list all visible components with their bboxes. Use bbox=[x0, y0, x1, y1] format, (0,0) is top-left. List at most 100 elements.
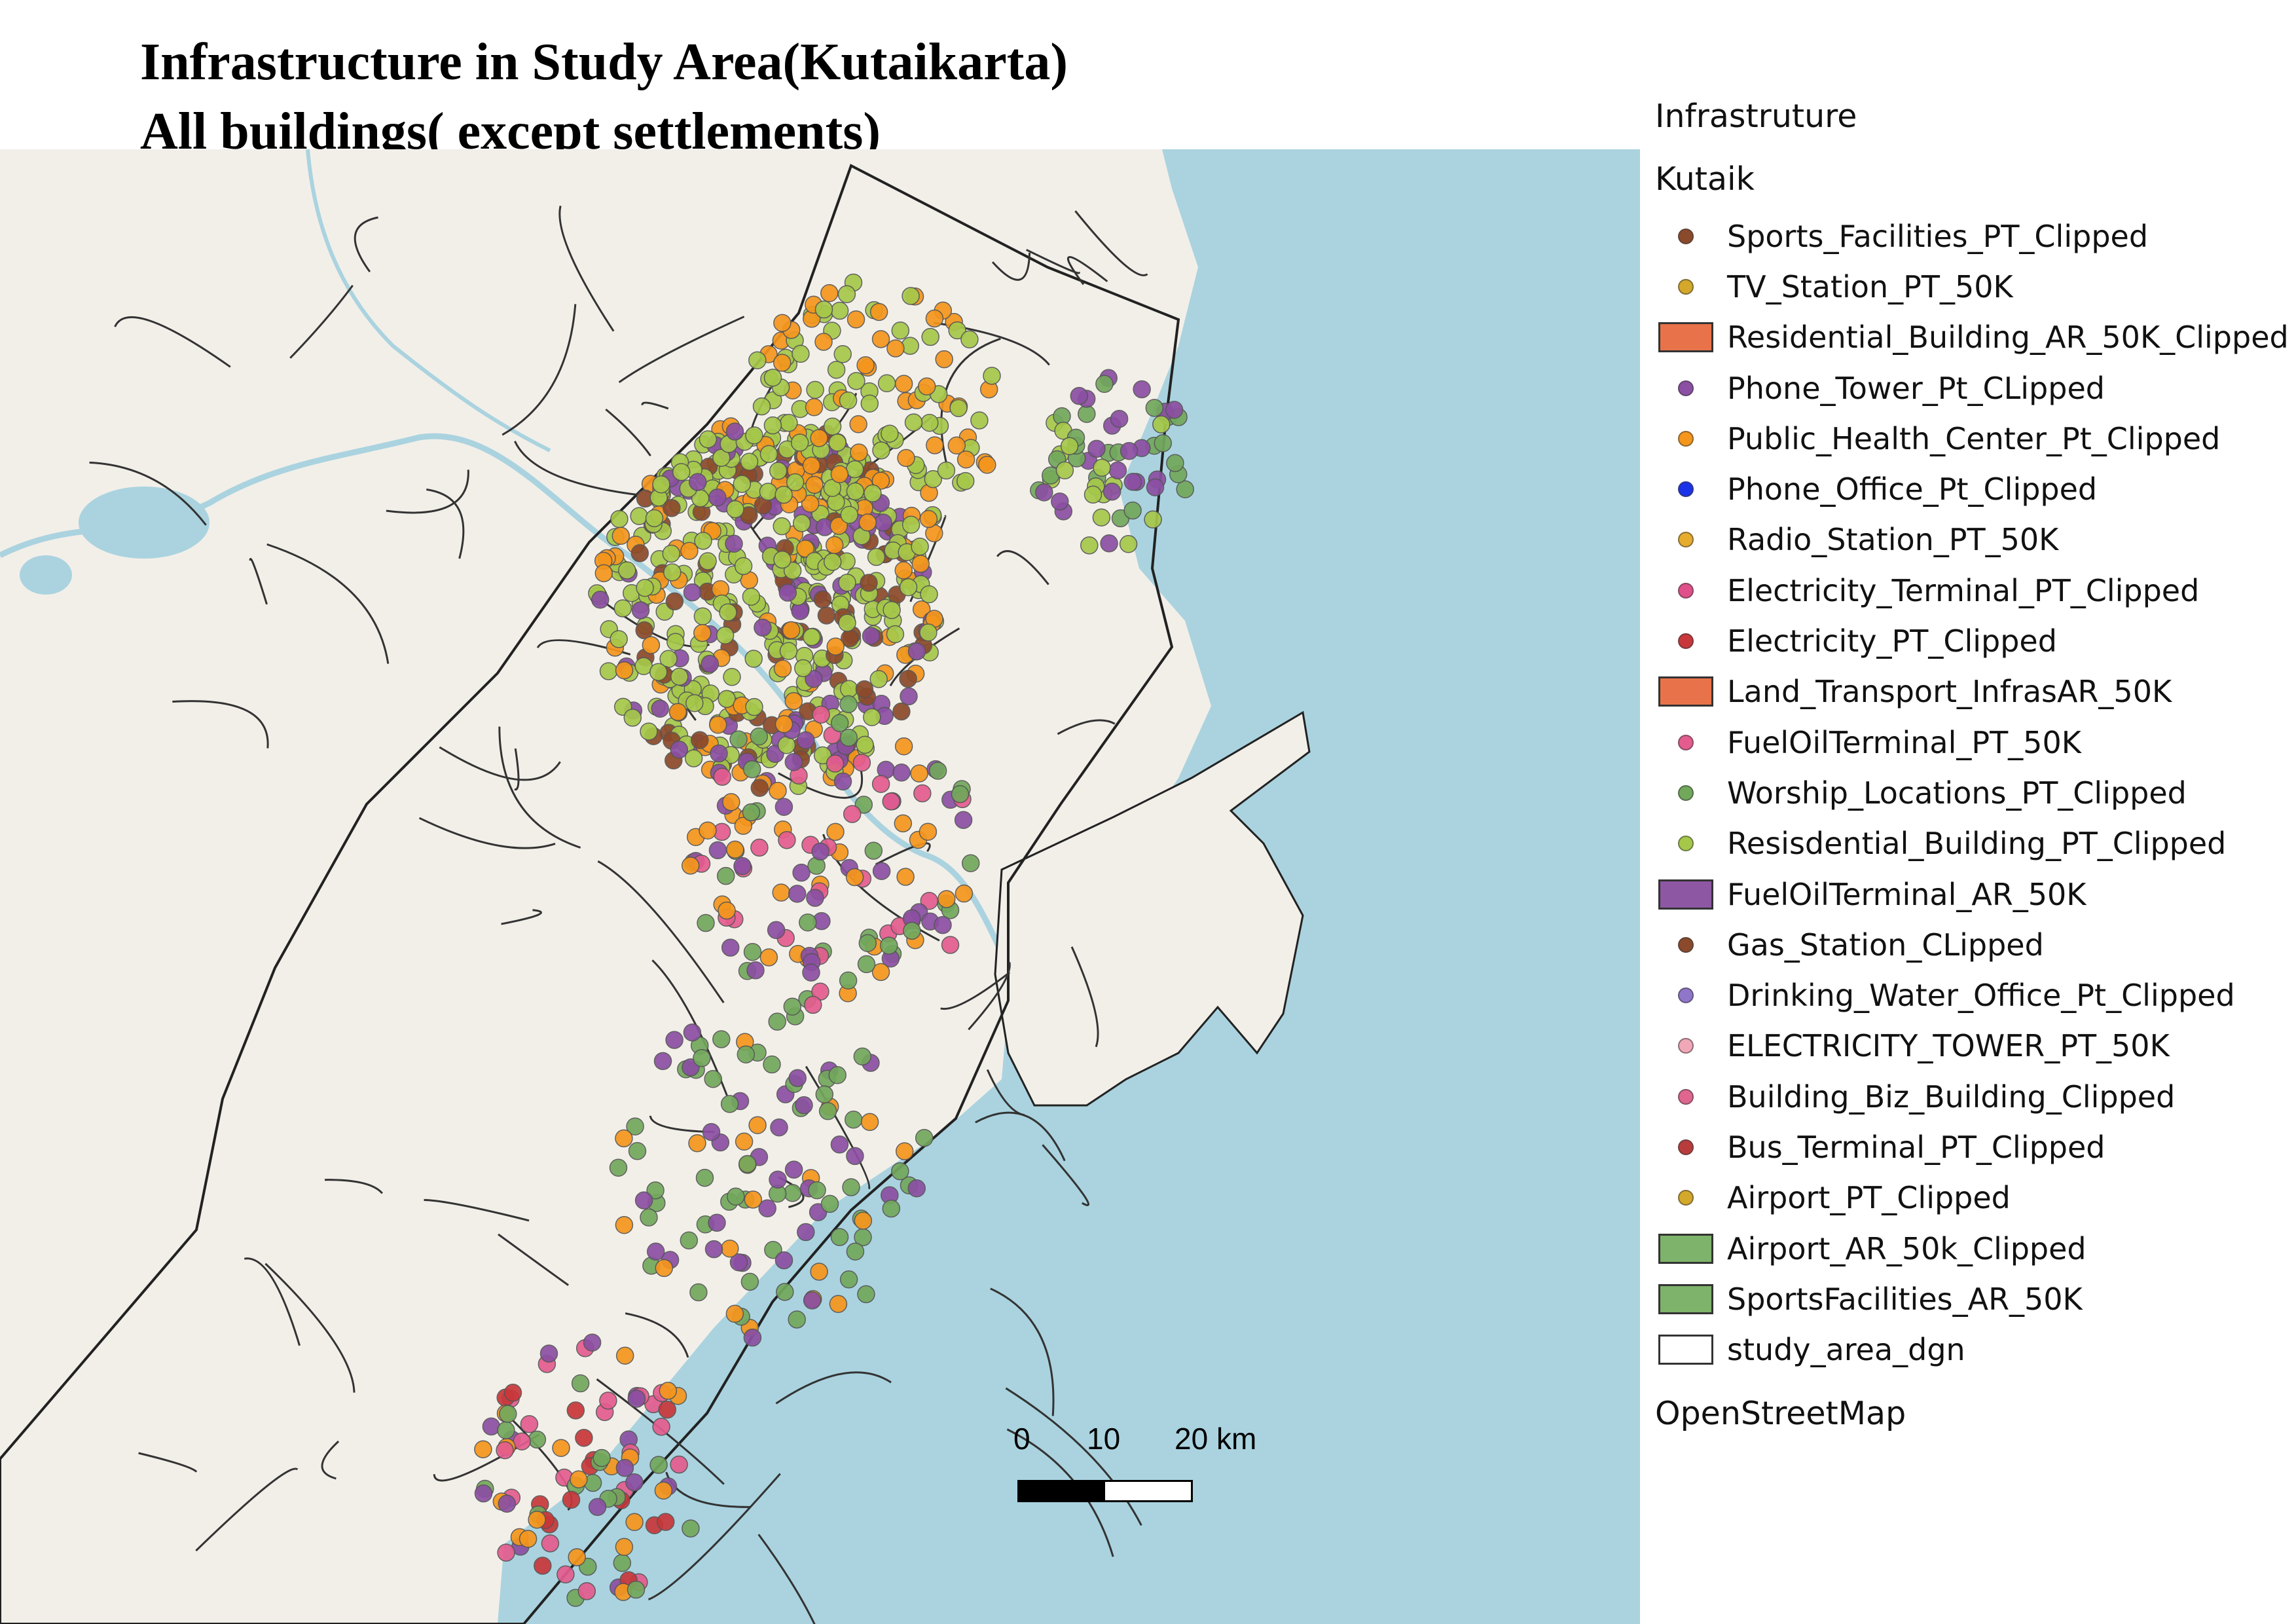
infrastructure-point bbox=[855, 680, 874, 699]
infrastructure-point bbox=[820, 1194, 839, 1213]
infrastructure-point bbox=[864, 484, 882, 503]
infrastructure-point bbox=[803, 1291, 822, 1310]
infrastructure-point bbox=[733, 857, 752, 876]
infrastructure-point bbox=[591, 591, 610, 609]
infrastructure-point bbox=[520, 1414, 539, 1433]
infrastructure-point bbox=[615, 1346, 634, 1365]
infrastructure-point bbox=[699, 552, 717, 570]
infrastructure-point bbox=[767, 921, 786, 940]
infrastructure-point bbox=[842, 1178, 860, 1196]
infrastructure-point bbox=[497, 1543, 515, 1562]
infrastructure-point bbox=[773, 659, 792, 678]
infrastructure-point bbox=[886, 339, 905, 358]
infrastructure-point bbox=[863, 708, 881, 726]
boundary-line bbox=[244, 1257, 301, 1346]
infrastructure-point bbox=[839, 971, 858, 990]
boundary-line bbox=[498, 1233, 570, 1286]
infrastructure-point bbox=[683, 583, 702, 602]
infrastructure-point bbox=[769, 1170, 787, 1189]
infrastructure-point bbox=[575, 1428, 593, 1447]
study-area-outline bbox=[0, 164, 1180, 1624]
legend-item-label: Gas_Station_CLipped bbox=[1727, 927, 2044, 963]
infrastructure-point bbox=[742, 803, 761, 822]
infrastructure-point bbox=[663, 563, 682, 581]
boundary-line bbox=[996, 550, 1049, 585]
infrastructure-point bbox=[913, 784, 932, 803]
infrastructure-point bbox=[613, 599, 632, 618]
infrastructure-point bbox=[882, 792, 900, 811]
infrastructure-point bbox=[570, 1470, 588, 1488]
infrastructure-point bbox=[882, 1199, 901, 1218]
infrastructure-point bbox=[847, 372, 866, 390]
infrastructure-point bbox=[806, 889, 824, 907]
infrastructure-point bbox=[860, 1113, 879, 1132]
infrastructure-point bbox=[1166, 454, 1184, 472]
infrastructure-point bbox=[856, 735, 874, 754]
infrastructure-point bbox=[654, 1481, 673, 1500]
infrastructure-point bbox=[823, 553, 842, 571]
infrastructure-point bbox=[684, 749, 703, 767]
infrastructure-point bbox=[895, 1142, 914, 1160]
infrastructure-point bbox=[681, 857, 700, 875]
infrastructure-point bbox=[917, 377, 936, 396]
infrastructure-point bbox=[748, 351, 767, 369]
infrastructure-point bbox=[828, 434, 847, 452]
infrastructure-point bbox=[680, 1231, 699, 1249]
boundary-line bbox=[778, 1176, 805, 1208]
infrastructure-point bbox=[782, 621, 801, 640]
infrastructure-point bbox=[826, 822, 845, 841]
infrastructure-point bbox=[815, 1085, 834, 1103]
infrastructure-point bbox=[960, 330, 979, 349]
infrastructure-point bbox=[805, 670, 823, 688]
infrastructure-point bbox=[788, 1310, 806, 1329]
infrastructure-point bbox=[571, 1374, 590, 1393]
infrastructure-point bbox=[896, 868, 915, 886]
infrastructure-point bbox=[846, 482, 865, 501]
infrastructure-point bbox=[938, 890, 956, 908]
infrastructure-point bbox=[891, 1162, 909, 1181]
infrastructure-point bbox=[954, 811, 973, 829]
infrastructure-point bbox=[813, 746, 832, 765]
area-swatch-icon bbox=[1658, 879, 1713, 910]
infrastructure-point bbox=[829, 1295, 848, 1314]
infrastructure-point bbox=[1080, 536, 1099, 555]
boundary-line bbox=[991, 252, 1031, 281]
infrastructure-point bbox=[752, 397, 771, 416]
infrastructure-point bbox=[689, 1283, 708, 1302]
infrastructure-point bbox=[719, 603, 737, 621]
infrastructure-point bbox=[788, 885, 807, 903]
boundary-line bbox=[757, 1534, 816, 1624]
river-tributary bbox=[306, 149, 551, 452]
infrastructure-point bbox=[838, 614, 856, 632]
infrastructure-point bbox=[704, 1240, 723, 1259]
infrastructure-point bbox=[701, 655, 720, 673]
infrastructure-point bbox=[695, 1168, 714, 1187]
infrastructure-point bbox=[915, 1128, 934, 1147]
legend-item-label: Building_Biz_Building_Clipped bbox=[1727, 1079, 2176, 1115]
infrastructure-point bbox=[924, 470, 943, 489]
legend-item: FuelOilTerminal_PT_50K bbox=[1655, 717, 2284, 767]
infrastructure-point bbox=[826, 754, 845, 773]
infrastructure-point bbox=[796, 731, 815, 750]
infrastructure-point bbox=[784, 1160, 803, 1179]
boundary-line bbox=[172, 700, 269, 748]
map-svg[interactable] bbox=[0, 149, 1640, 1624]
infrastructure-point bbox=[892, 702, 911, 721]
infrastructure-point bbox=[474, 1440, 492, 1458]
infrastructure-point bbox=[806, 380, 824, 399]
infrastructure-point bbox=[858, 513, 877, 532]
infrastructure-point bbox=[712, 449, 731, 467]
infrastructure-point bbox=[634, 1191, 653, 1209]
infrastructure-point bbox=[784, 692, 803, 710]
infrastructure-point bbox=[792, 344, 810, 363]
infrastructure-point bbox=[826, 637, 845, 656]
map-canvas[interactable] bbox=[0, 149, 1640, 1624]
infrastructure-point bbox=[850, 443, 868, 462]
infrastructure-point bbox=[1119, 535, 1138, 553]
infrastructure-point bbox=[956, 471, 975, 490]
infrastructure-point bbox=[899, 669, 917, 688]
infrastructure-point bbox=[682, 1519, 700, 1538]
boundary-line bbox=[501, 909, 542, 925]
infrastructure-point bbox=[534, 1557, 552, 1575]
boundary-line bbox=[618, 316, 745, 384]
